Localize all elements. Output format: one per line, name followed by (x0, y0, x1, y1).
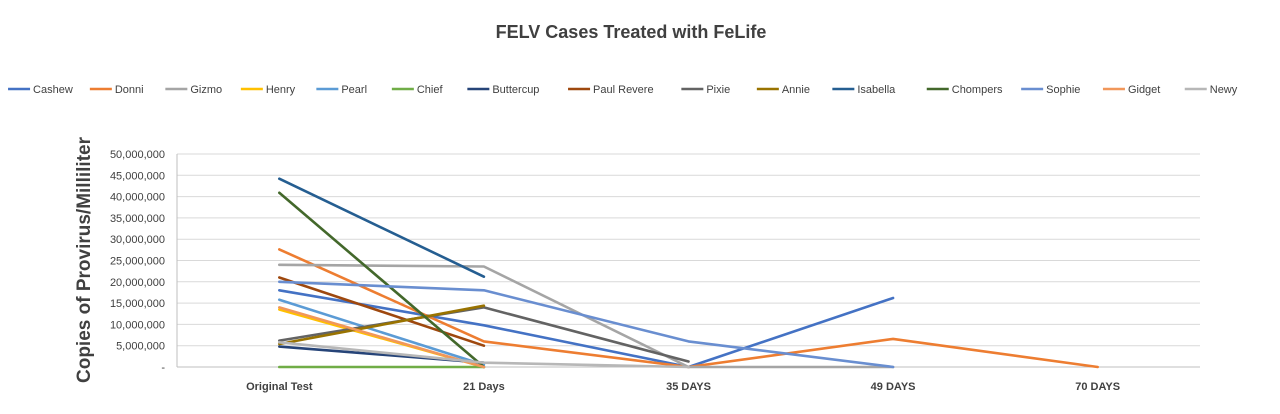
y-tick-label: 20,000,000 (110, 277, 165, 289)
legend-label-newy: Newy (1210, 84, 1238, 96)
legend-label-chief: Chief (417, 84, 444, 96)
series-line-chompers (277, 191, 486, 369)
legend: Cashew Donni Gizmo Henry Pearl Chief Buttercup… (8, 84, 1238, 96)
series-lines (277, 177, 1099, 369)
x-axis-ticks: Original Test 21 Days 35 DAYS 49 DAYS 70 DAY… (246, 381, 1120, 393)
x-tick-label: 35 DAYS (666, 381, 711, 393)
y-axis-label: Copies of Provirus/Milliliter (74, 136, 95, 383)
series-line-annie (277, 304, 486, 346)
legend-label-buttercup: Buttercup (492, 84, 539, 96)
x-tick-label: 49 DAYS (871, 381, 916, 393)
series-line-paul-revere (277, 276, 486, 348)
legend-label-chompers: Chompers (952, 84, 1003, 96)
series-line-sophie (277, 280, 895, 369)
legend-label-pixie: Pixie (706, 84, 730, 96)
series-line-cashew (277, 288, 895, 369)
series-line-newy (277, 340, 690, 369)
x-tick-label: 21 Days (463, 381, 505, 393)
legend-label-isabella: Isabella (857, 84, 896, 96)
y-tick-label: - (161, 362, 165, 374)
legend-label-cashew: Cashew (33, 84, 73, 96)
series-line-pearl (277, 298, 486, 367)
y-tick-label: 5,000,000 (116, 341, 165, 353)
y-axis-ticks: - 5,000,000 10,000,000 15,000,000 20,000,000… (110, 149, 165, 374)
legend-label-henry: Henry (266, 84, 296, 96)
x-tick-label: 70 DAYS (1075, 381, 1120, 393)
legend-label-annie: Annie (782, 84, 810, 96)
chart-title: FELV Cases Treated with FeLife (496, 22, 767, 42)
legend-label-paul-revere: Paul Revere (593, 84, 654, 96)
legend-label-pearl: Pearl (341, 84, 367, 96)
legend-label-gidget: Gidget (1128, 84, 1160, 96)
x-tick-label: Original Test (246, 381, 313, 393)
y-tick-label: 40,000,000 (110, 192, 165, 204)
y-tick-label: 45,000,000 (110, 170, 165, 182)
legend-label-sophie: Sophie (1046, 84, 1080, 96)
y-tick-label: 10,000,000 (110, 319, 165, 331)
y-tick-label: 25,000,000 (110, 256, 165, 268)
y-tick-label: 30,000,000 (110, 234, 165, 246)
series-line-pixie (277, 306, 690, 363)
series-line-gidget (277, 306, 486, 369)
y-tick-label: 35,000,000 (110, 213, 165, 225)
y-tick-label: 15,000,000 (110, 298, 165, 310)
legend-label-donni: Donni (115, 84, 144, 96)
y-tick-label: 50,000,000 (110, 149, 165, 161)
legend-label-gizmo: Gizmo (190, 84, 222, 96)
series-line-isabella (277, 177, 486, 279)
